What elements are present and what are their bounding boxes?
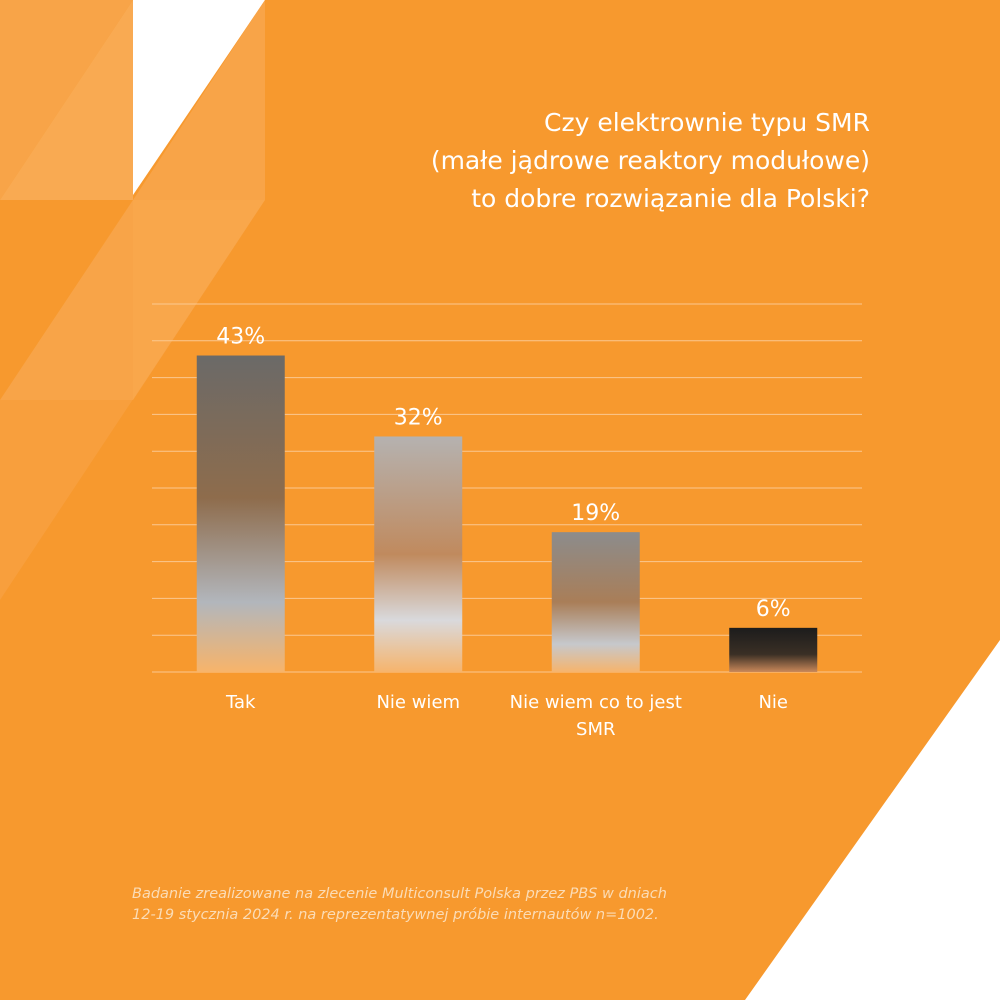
bars <box>196 355 818 672</box>
bar-1 <box>196 355 285 672</box>
category-labels: Tak Nie wiem Nie wiem co to jest SMR Nie <box>225 692 788 740</box>
footnote: Badanie zrealizowane na zlecenie Multico… <box>132 884 772 926</box>
footnote-line-2: 12-19 stycznia 2024 r. na reprezentatywn… <box>132 907 659 923</box>
category-label-3-line-2: SMR <box>576 719 615 740</box>
bar-3 <box>551 532 640 672</box>
category-label-1: Tak <box>225 692 256 713</box>
chart-title: Czy elektrownie typu SMR (małe jądrowe r… <box>310 104 870 218</box>
decor-corner-white <box>745 640 1000 1000</box>
data-label-3: 19% <box>571 501 620 526</box>
data-label-4: 6% <box>756 597 791 622</box>
category-label-4: Nie <box>758 692 788 713</box>
data-label-1: 43% <box>216 325 265 350</box>
decor-triangle-left <box>0 0 133 200</box>
data-labels: 43% 32% 19% 6% <box>216 325 790 622</box>
title-line-2: (małe jądrowe reaktory modułowe) <box>430 146 870 175</box>
decor-large-diagonal <box>0 200 265 600</box>
title-line-3: to dobre rozwiązanie dla Polski? <box>471 184 870 213</box>
bar-2 <box>374 436 463 672</box>
decor-panel-white <box>133 0 265 195</box>
category-label-3-line-1: Nie wiem co to jest <box>510 692 682 713</box>
category-label-2: Nie wiem <box>376 692 460 713</box>
decor-triangle-mid <box>133 0 265 200</box>
data-label-2: 32% <box>394 405 443 430</box>
title-line-1: Czy elektrownie typu SMR <box>544 108 870 137</box>
decor-triangle-lower <box>0 200 133 400</box>
bar-4 <box>729 627 818 672</box>
footnote-line-1: Badanie zrealizowane na zlecenie Multico… <box>132 886 667 902</box>
